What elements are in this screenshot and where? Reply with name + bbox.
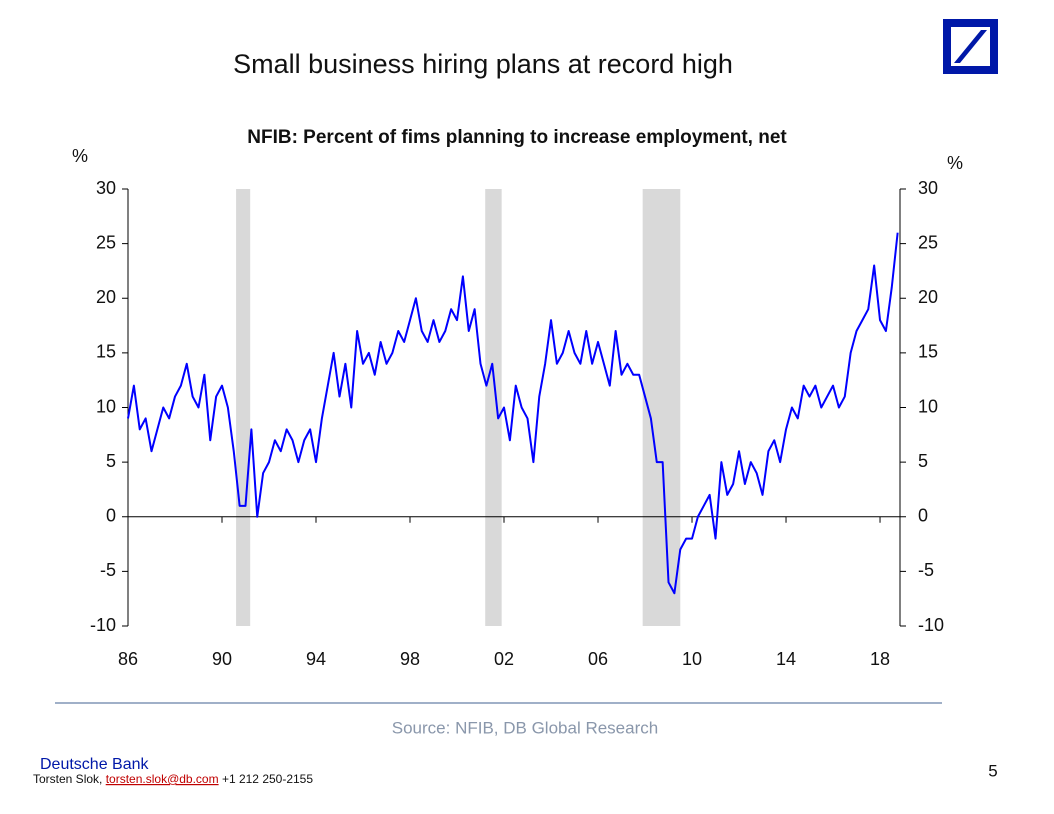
slide-heading: Small business hiring plans at record hi… — [233, 49, 733, 79]
y2-tick-label: 0 — [918, 506, 928, 526]
x-tick-label: 90 — [212, 649, 232, 669]
phone: +1 212 250-2155 — [219, 772, 314, 786]
email[interactable]: torsten.slok@db.com — [106, 772, 219, 786]
y2-tick-label: 30 — [918, 178, 938, 198]
y2-tick-label: 10 — [918, 396, 938, 416]
y-tick-label: 0 — [106, 506, 116, 526]
y2-tick-label: 25 — [918, 232, 938, 252]
series-line — [127, 232, 899, 595]
brand: Deutsche Bank — [40, 756, 150, 773]
x-tick-label: 02 — [494, 649, 514, 669]
y2-tick-label: 5 — [918, 451, 928, 471]
y-tick-label: 30 — [96, 178, 116, 198]
y2-tick-label: 15 — [918, 342, 938, 362]
source: Source: NFIB, DB Global Research — [392, 718, 658, 737]
page-number: 5 — [988, 761, 997, 780]
y-tick-label: -5 — [100, 560, 116, 580]
y2-tick-label: 20 — [918, 287, 938, 307]
chart-title: NFIB: Percent of fims planning to increa… — [247, 127, 787, 148]
y-tick-label: 5 — [106, 451, 116, 471]
y2-tick-label: -5 — [918, 560, 934, 580]
recession-band — [485, 189, 502, 626]
x-tick-label: 18 — [870, 649, 890, 669]
y2-tick-label: -10 — [918, 615, 944, 635]
x-tick-label: 10 — [682, 649, 702, 669]
y-axis-label: % — [72, 146, 88, 166]
logo — [943, 19, 998, 74]
x-tick-label: 14 — [776, 649, 796, 669]
x-tick-label: 06 — [588, 649, 608, 669]
y-tick-label: 15 — [96, 342, 116, 362]
recession-band — [236, 189, 251, 626]
y-tick-label: -10 — [90, 615, 116, 635]
plot: -10 -5 0 5 10 15 20 25 30 -10 -5 0 5 10 15 20 25 30 86 90 94… — [90, 178, 944, 669]
y2-axis-label: % — [947, 153, 963, 173]
y-tick-label: 10 — [96, 396, 116, 416]
y-tick-label: 25 — [96, 232, 116, 252]
x-tick-label: 94 — [306, 649, 326, 669]
footer-contact: Torsten Slok, torsten.slok@db.com +1 212… — [33, 772, 313, 786]
y-tick-label: 20 — [96, 287, 116, 307]
x-tick-label: 86 — [118, 649, 138, 669]
author: Torsten Slok, — [33, 772, 106, 786]
x-tick-label: 98 — [400, 649, 420, 669]
